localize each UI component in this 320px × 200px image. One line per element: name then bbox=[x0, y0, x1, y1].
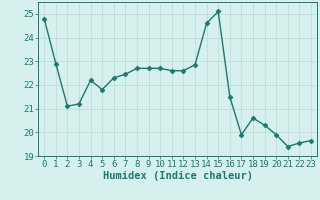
X-axis label: Humidex (Indice chaleur): Humidex (Indice chaleur) bbox=[103, 171, 252, 181]
